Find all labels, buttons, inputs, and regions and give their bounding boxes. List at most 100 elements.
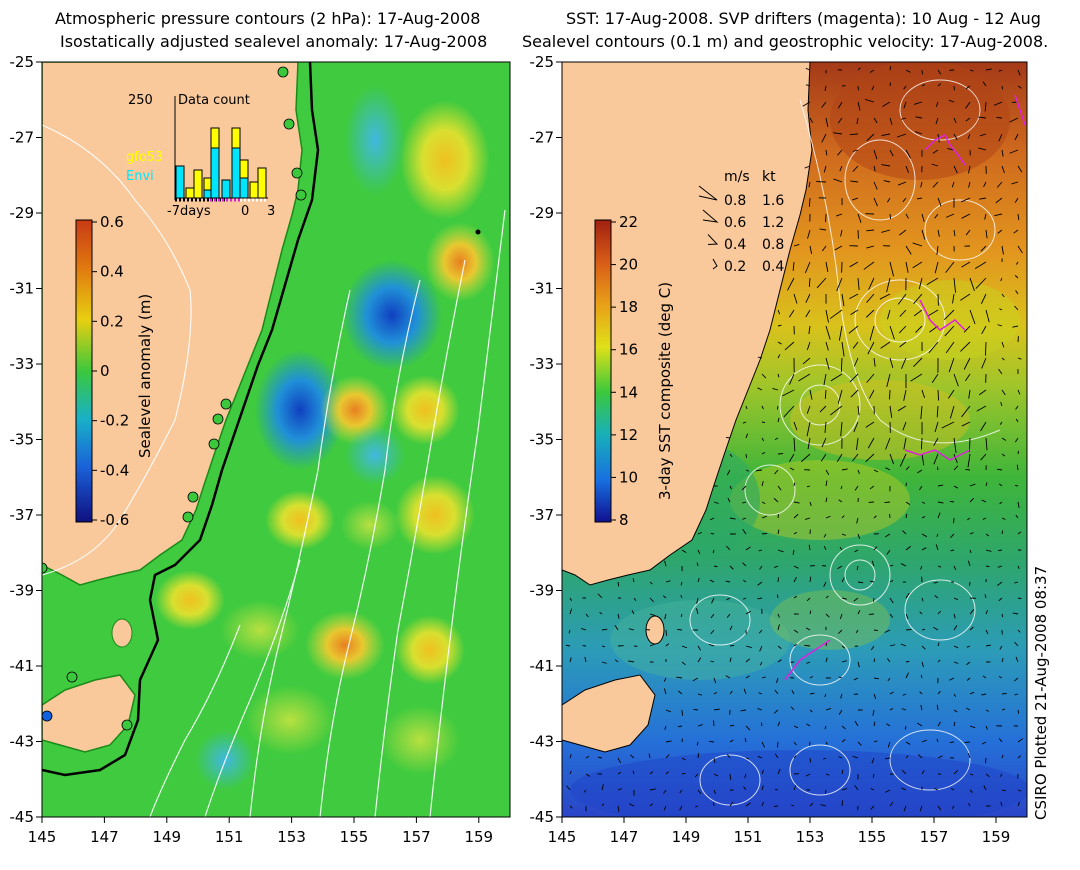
velocity-vector (886, 658, 891, 663)
velocity-vector (805, 293, 811, 303)
velocity-vector (745, 433, 749, 439)
velocity-vector (821, 437, 827, 448)
velocity-vector (806, 341, 811, 351)
lon-label: 155 (340, 828, 369, 846)
velocity-vector (617, 757, 622, 764)
velocity-vector (969, 498, 974, 503)
velocity-vector (777, 373, 780, 378)
inset-ymax: 250 (128, 93, 153, 108)
lat-label: -43 (10, 733, 35, 751)
velocity-vector (993, 101, 1003, 106)
velocity-vector (1017, 709, 1020, 714)
velocity-vector (601, 661, 607, 664)
velocity-vector (903, 389, 907, 401)
velocity-vector (857, 277, 860, 290)
velocity-vector (1000, 801, 1003, 807)
velocity-vector (649, 771, 654, 775)
velocity-vector (928, 341, 939, 354)
velocity-vector (1015, 656, 1019, 663)
velocity-vector (879, 293, 891, 300)
velocity-vector (885, 467, 891, 471)
sst-colorbar: 22 20 18 16 14 12 10 8 3-day SST composite (deg… (594, 213, 674, 529)
velocity-vector (980, 293, 987, 305)
velocity-vector (1015, 514, 1019, 519)
velocity-vector (905, 245, 912, 255)
velocity-vector (819, 405, 827, 413)
velocity-vector (999, 421, 1003, 425)
velocity-vector (743, 688, 747, 695)
velocity-vector (881, 133, 891, 137)
velocity-vector (849, 293, 859, 300)
velocity-vector (791, 804, 795, 807)
velocity-vector (601, 784, 604, 791)
velocity-vector (857, 741, 862, 746)
velocity-vector (857, 533, 861, 539)
velocity-vector (1001, 530, 1004, 535)
velocity-vector (995, 197, 1003, 204)
velocity-vector (833, 178, 843, 183)
velocity-vector (901, 117, 907, 120)
velocity-vector (886, 197, 891, 203)
velocity-vector (961, 405, 971, 418)
velocity-vector (742, 529, 747, 535)
velocity-vector (784, 341, 795, 351)
velocity-vector (934, 213, 939, 219)
velocity-vector (974, 261, 987, 270)
velocity-vector (836, 453, 843, 463)
velocity-vector (1001, 692, 1007, 695)
velocity-vector (792, 549, 795, 555)
velocity-vector (569, 754, 572, 759)
velocity-vector (1001, 437, 1007, 441)
velocity-vector (772, 388, 779, 391)
velocity-vector (1017, 245, 1023, 254)
velocity-vector (856, 437, 859, 450)
velocity-vector (793, 725, 799, 729)
lat-label: -31 (530, 280, 555, 298)
velocity-vector (569, 608, 573, 615)
colorbar-tick-label: 16 (619, 341, 638, 359)
velocity-vector (885, 437, 891, 450)
velocity-vector (937, 690, 941, 695)
velocity-vector (921, 84, 926, 87)
velocity-vector (664, 560, 667, 567)
velocity-vector (1001, 613, 1004, 618)
velocity-vector (681, 709, 683, 716)
speed-legend-arrow (712, 258, 718, 270)
velocity-vector (759, 565, 763, 570)
velocity-vector (793, 644, 797, 647)
velocity-vector (837, 565, 843, 570)
velocity-vector (905, 755, 909, 759)
velocity-vector (904, 725, 907, 730)
velocity-vector (649, 803, 653, 807)
velocity-vector (806, 723, 811, 727)
velocity-vector (887, 677, 891, 682)
velocity-vector (569, 770, 572, 775)
velocity-vector (773, 497, 779, 503)
velocity-vector (757, 597, 763, 600)
velocity-vector (837, 117, 843, 124)
geostrophic-velocity-vectors (565, 66, 1024, 812)
velocity-vector (679, 805, 683, 811)
velocity-vector (805, 67, 811, 71)
speed-legend-kt: 0.8 (762, 237, 784, 253)
left-title-line1: Atmospheric pressure contours (2 hPa): 1… (55, 9, 481, 28)
lon-label: 147 (610, 828, 639, 846)
velocity-vector (804, 644, 811, 647)
velocity-vector (921, 628, 926, 631)
velocity-vector (873, 629, 879, 632)
velocity-vector (758, 629, 763, 634)
velocity-vector (696, 741, 699, 746)
velocity-vector (951, 181, 955, 188)
velocity-vector (998, 368, 1003, 375)
velocity-vector (793, 565, 799, 569)
velocity-vector (725, 545, 731, 551)
velocity-vector (807, 437, 811, 450)
velocity-vector (825, 480, 828, 487)
velocity-vector (825, 741, 828, 745)
velocity-vector (969, 626, 974, 631)
velocity-vector (997, 324, 1003, 327)
velocity-vector (808, 277, 811, 287)
velocity-vector (584, 656, 587, 663)
velocity-vector (953, 721, 956, 727)
velocity-vector (981, 325, 987, 335)
